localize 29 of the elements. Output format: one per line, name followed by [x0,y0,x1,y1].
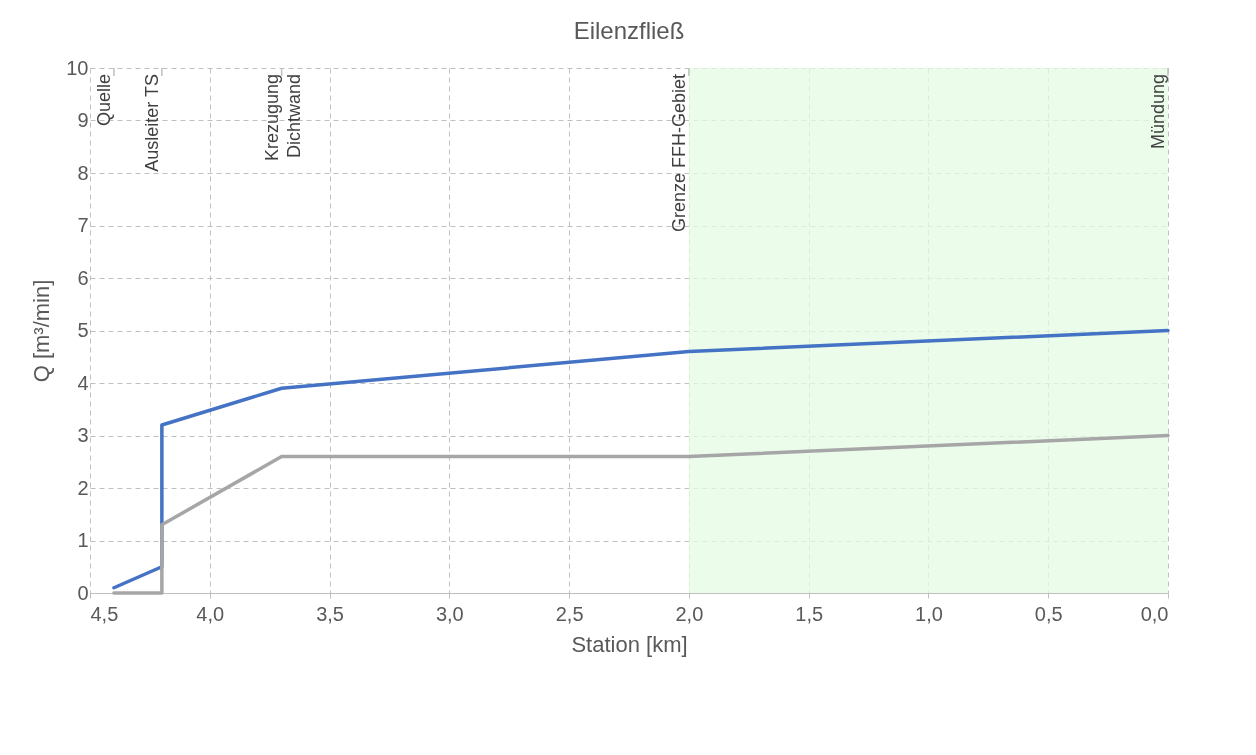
x-tick-label: 3,0 [435,602,464,625]
x-tick-label: 1,5 [795,602,824,625]
ref-line-label: Krezugung Dichtwand [261,74,304,162]
y-tick-label: 0 [77,581,89,604]
x-axis-title: Station [km] [571,631,688,657]
ref-line-label: Quelle [93,74,114,127]
chart-title: Eilenzfließ [573,17,685,44]
y-axis-title: Q [m³/min] [29,279,55,383]
x-tick-label: 0,0 [1140,602,1169,625]
y-tick-label: 2 [77,476,89,499]
y-tick-label: 9 [77,109,89,131]
y-tick-label: 1 [77,529,89,551]
y-tick-label: 4 [77,371,89,394]
x-tick-label: 4,0 [196,602,225,625]
ref-line-label: Ausleiter TS [141,74,162,172]
x-tick-label: 3,5 [316,602,344,625]
y-tick-label: 8 [77,161,89,184]
x-tick-label: 0,5 [1034,602,1063,625]
x-tick-label: 2,5 [555,602,584,625]
y-tick-label: 5 [77,319,89,341]
y-tick-label: 10 [66,56,89,79]
x-tick-label: 1,0 [915,602,943,625]
x-tick-label: 2,0 [675,602,704,625]
y-tick-label: 7 [77,214,89,236]
ref-line-label: Grenze FFH-Gebiet [668,74,689,233]
y-tick-label: 3 [77,424,89,446]
ref-line-label: Mündung [1148,74,1168,150]
x-tick-label: 4,5 [90,602,119,625]
y-tick-label: 6 [77,266,89,289]
